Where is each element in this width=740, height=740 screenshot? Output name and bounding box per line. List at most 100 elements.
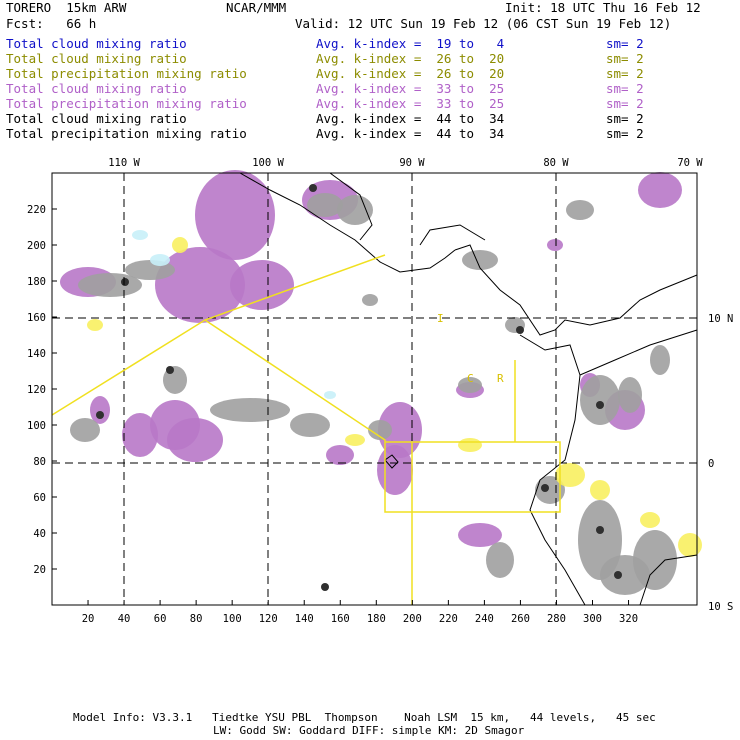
lat-label: 10 S [708,601,733,613]
field-blob [324,391,336,399]
lat-lon-grid [52,173,697,605]
legend-smoothing: sm= 2 [606,51,644,66]
coastline [384,454,399,469]
x-tick-label: 240 [475,613,494,625]
legend-kindex: Avg. k-index = 33 to 25 [316,81,505,96]
x-tick-label: 220 [439,613,458,625]
y-tick-label: 120 [27,384,46,396]
field-blob [462,250,498,270]
region-label: R [497,372,504,385]
x-tick-label: 280 [547,613,566,625]
field-blob [378,402,422,458]
field-blob [566,200,594,220]
field-blob [362,294,378,306]
x-tick-label: 320 [619,613,638,625]
y-tick-label: 40 [33,528,46,540]
field-blob [377,445,413,495]
field-blob [638,172,682,208]
field-blob [555,463,585,487]
lon-label: 90 W [399,157,425,169]
convective-core [596,401,604,409]
legend-field: Total cloud mixing ratio [6,51,187,66]
field-blob [122,413,158,457]
coastline [329,172,373,241]
coastline [579,329,698,376]
y-tick-label: 100 [27,420,46,432]
legend-smoothing: sm= 2 [606,96,644,111]
valid-time: Valid: 12 UTC Sun 19 Feb 12 (06 CST Sun … [295,16,672,31]
convective-core [596,526,604,534]
legend-field: Total precipitation mixing ratio [6,126,247,141]
field-blob [633,530,677,590]
legend-field: Total precipitation mixing ratio [6,96,247,111]
field-blob [155,247,245,323]
field-blob [90,396,110,424]
field-blob [150,254,170,266]
x-tick-label: 40 [118,613,131,625]
init-time: Init: 18 UTC Thu 16 Feb 12 [505,0,701,15]
convective-core [541,484,549,492]
y-tick-label: 220 [27,204,46,216]
field-blob [535,476,565,504]
legend-smoothing: sm= 2 [606,126,644,141]
legend-smoothing: sm= 2 [606,81,644,96]
legend-kindex: Avg. k-index = 44 to 34 [316,111,505,126]
field-blob [547,239,563,251]
legend-field: Total cloud mixing ratio [6,36,187,51]
y-tick-label: 60 [33,492,46,504]
x-tick-label: 80 [190,613,203,625]
region-label: C [467,372,474,385]
axis-ticks: 220 200 180 160 140 120 100 80 60 40 20 20 40 60 80 100… [27,157,733,625]
x-tick-label: 300 [583,613,602,625]
x-tick-label: 120 [259,613,278,625]
field-blob [307,193,343,217]
field-blob [458,523,502,547]
convective-core [96,411,104,419]
legend-field: Total cloud mixing ratio [6,81,187,96]
convective-core [516,326,524,334]
field-blob [590,480,610,500]
field-blob [368,420,392,440]
y-tick-label: 140 [27,348,46,360]
field-blob [172,237,188,253]
region-box [204,319,561,513]
x-tick-label: 100 [223,613,242,625]
legend-smoothing: sm= 2 [606,36,644,51]
legend-smoothing: sm= 2 [606,66,644,81]
field-blob [650,345,670,375]
coastline [639,554,698,606]
legend-kindex: Avg. k-index = 19 to 4 [316,36,505,51]
legend-kindex: Avg. k-index = 26 to 20 [316,66,505,81]
field-blob [580,375,620,425]
x-tick-label: 180 [367,613,386,625]
field-blob [618,377,642,413]
convective-core [309,184,317,192]
field-blob [640,512,660,528]
field-blob [230,260,294,310]
field-blob [70,418,100,442]
convective-core [321,583,329,591]
coastline [239,172,456,273]
lat-label: 0 [708,458,714,470]
field-blob [458,438,482,452]
x-tick-label: 160 [331,613,350,625]
legend-field: Total cloud mixing ratio [6,111,187,126]
field-blob [458,377,482,393]
coastline [419,224,486,246]
lon-label: 80 W [543,157,569,169]
field-blob [326,445,354,465]
model-title: TORERO 15km ARW [6,0,127,15]
x-tick-label: 200 [403,613,422,625]
y-tick-label: 160 [27,312,46,324]
field-blob [210,398,290,422]
legend-kindex: Avg. k-index = 26 to 20 [316,51,505,66]
coastline [519,334,586,606]
convective-core [166,366,174,374]
x-tick-label: 60 [154,613,167,625]
field-blob [87,319,103,331]
y-tick-label: 180 [27,276,46,288]
legend-kindex: Avg. k-index = 44 to 34 [316,126,505,141]
org-label: NCAR/MMM [226,0,287,15]
forecast-hour: Fcst: 66 h [6,16,97,31]
